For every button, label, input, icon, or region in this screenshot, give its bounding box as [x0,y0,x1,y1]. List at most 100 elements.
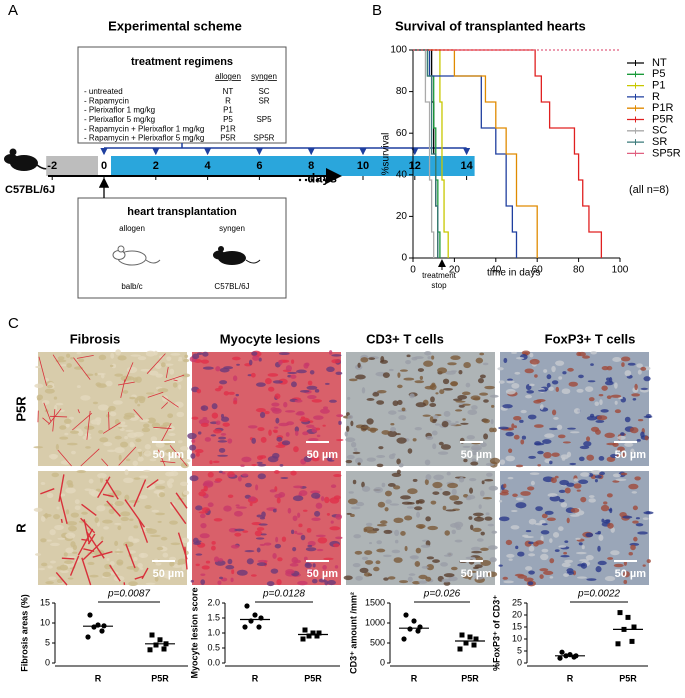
data-point [615,641,621,647]
cell [71,450,76,455]
cell [220,432,227,436]
fiber [146,479,159,489]
cell [539,574,544,580]
cell [550,477,557,484]
cell [527,486,535,491]
cell [94,372,98,376]
cell [256,514,263,518]
survival-curve [413,49,518,258]
cell [211,545,216,551]
cell [432,418,438,422]
panel-title: Experimental scheme [108,18,242,33]
p-value: p=0.0087 [107,589,150,600]
cell [350,506,361,510]
cell [525,566,533,571]
cell [361,485,371,492]
cell [595,429,601,435]
cell [533,541,539,547]
legend-label: R [652,91,660,103]
cell [211,412,219,419]
data-point [401,636,407,642]
cell [609,507,613,514]
cell [364,550,373,555]
cell [458,476,465,483]
cell [264,410,270,415]
cell [551,452,560,457]
survival-curve [413,49,538,258]
cell [450,566,458,571]
cell [330,520,334,524]
fiber [134,575,144,580]
cell [406,506,415,509]
cell [614,382,618,389]
cell [471,450,479,456]
cell [204,437,212,442]
cell [350,420,354,427]
y-tick-label: 0 [401,253,407,264]
cell [476,538,484,542]
cell [281,536,287,542]
y-tick-label: 20 [396,211,408,222]
y-tick-label: 1500 [365,597,385,607]
cell [594,401,600,407]
data-point [149,632,155,638]
cell [470,524,474,531]
column-title: Fibrosis [70,331,121,346]
cell [376,540,383,545]
cell [376,523,387,527]
cell [195,505,203,511]
data-point [471,642,477,648]
cell [170,452,179,459]
cell [354,550,363,555]
cell [429,416,434,423]
cell [469,477,477,482]
cell [425,576,432,582]
cell [115,349,121,356]
cell [470,546,482,551]
cell [251,463,257,467]
cell [292,495,304,502]
cell [197,431,202,435]
cell [443,581,451,586]
cell [149,534,161,538]
sample-note: (all n=8) [629,184,669,196]
cell [454,539,463,543]
scale-label: 50 µm [153,568,185,580]
cell [305,562,310,567]
cell [612,473,621,478]
cell [291,381,297,388]
cell [256,562,267,566]
cell [109,364,114,368]
cell [357,362,361,368]
cell [311,492,321,499]
cell [606,493,613,498]
cell [346,512,352,515]
cell [510,351,518,354]
cell [417,368,425,372]
cell [546,382,551,388]
cell [40,562,48,567]
cell [53,514,61,520]
cell [154,576,159,582]
cell [559,479,570,486]
cell [258,357,262,362]
cell [227,438,233,444]
fiber [157,449,166,467]
scale-label: 50 µm [307,449,339,461]
cell [591,470,602,475]
cell [66,521,78,526]
cell [240,464,245,467]
cell [549,576,554,579]
cell [87,561,95,566]
cell [409,393,415,399]
cell [455,420,459,424]
cell [227,558,233,565]
fiber [138,519,149,543]
cell [275,444,286,448]
cell [169,470,179,477]
cell [400,531,406,536]
cell [403,377,415,381]
fiber [77,409,80,414]
cell [379,359,388,364]
cell [642,564,646,567]
